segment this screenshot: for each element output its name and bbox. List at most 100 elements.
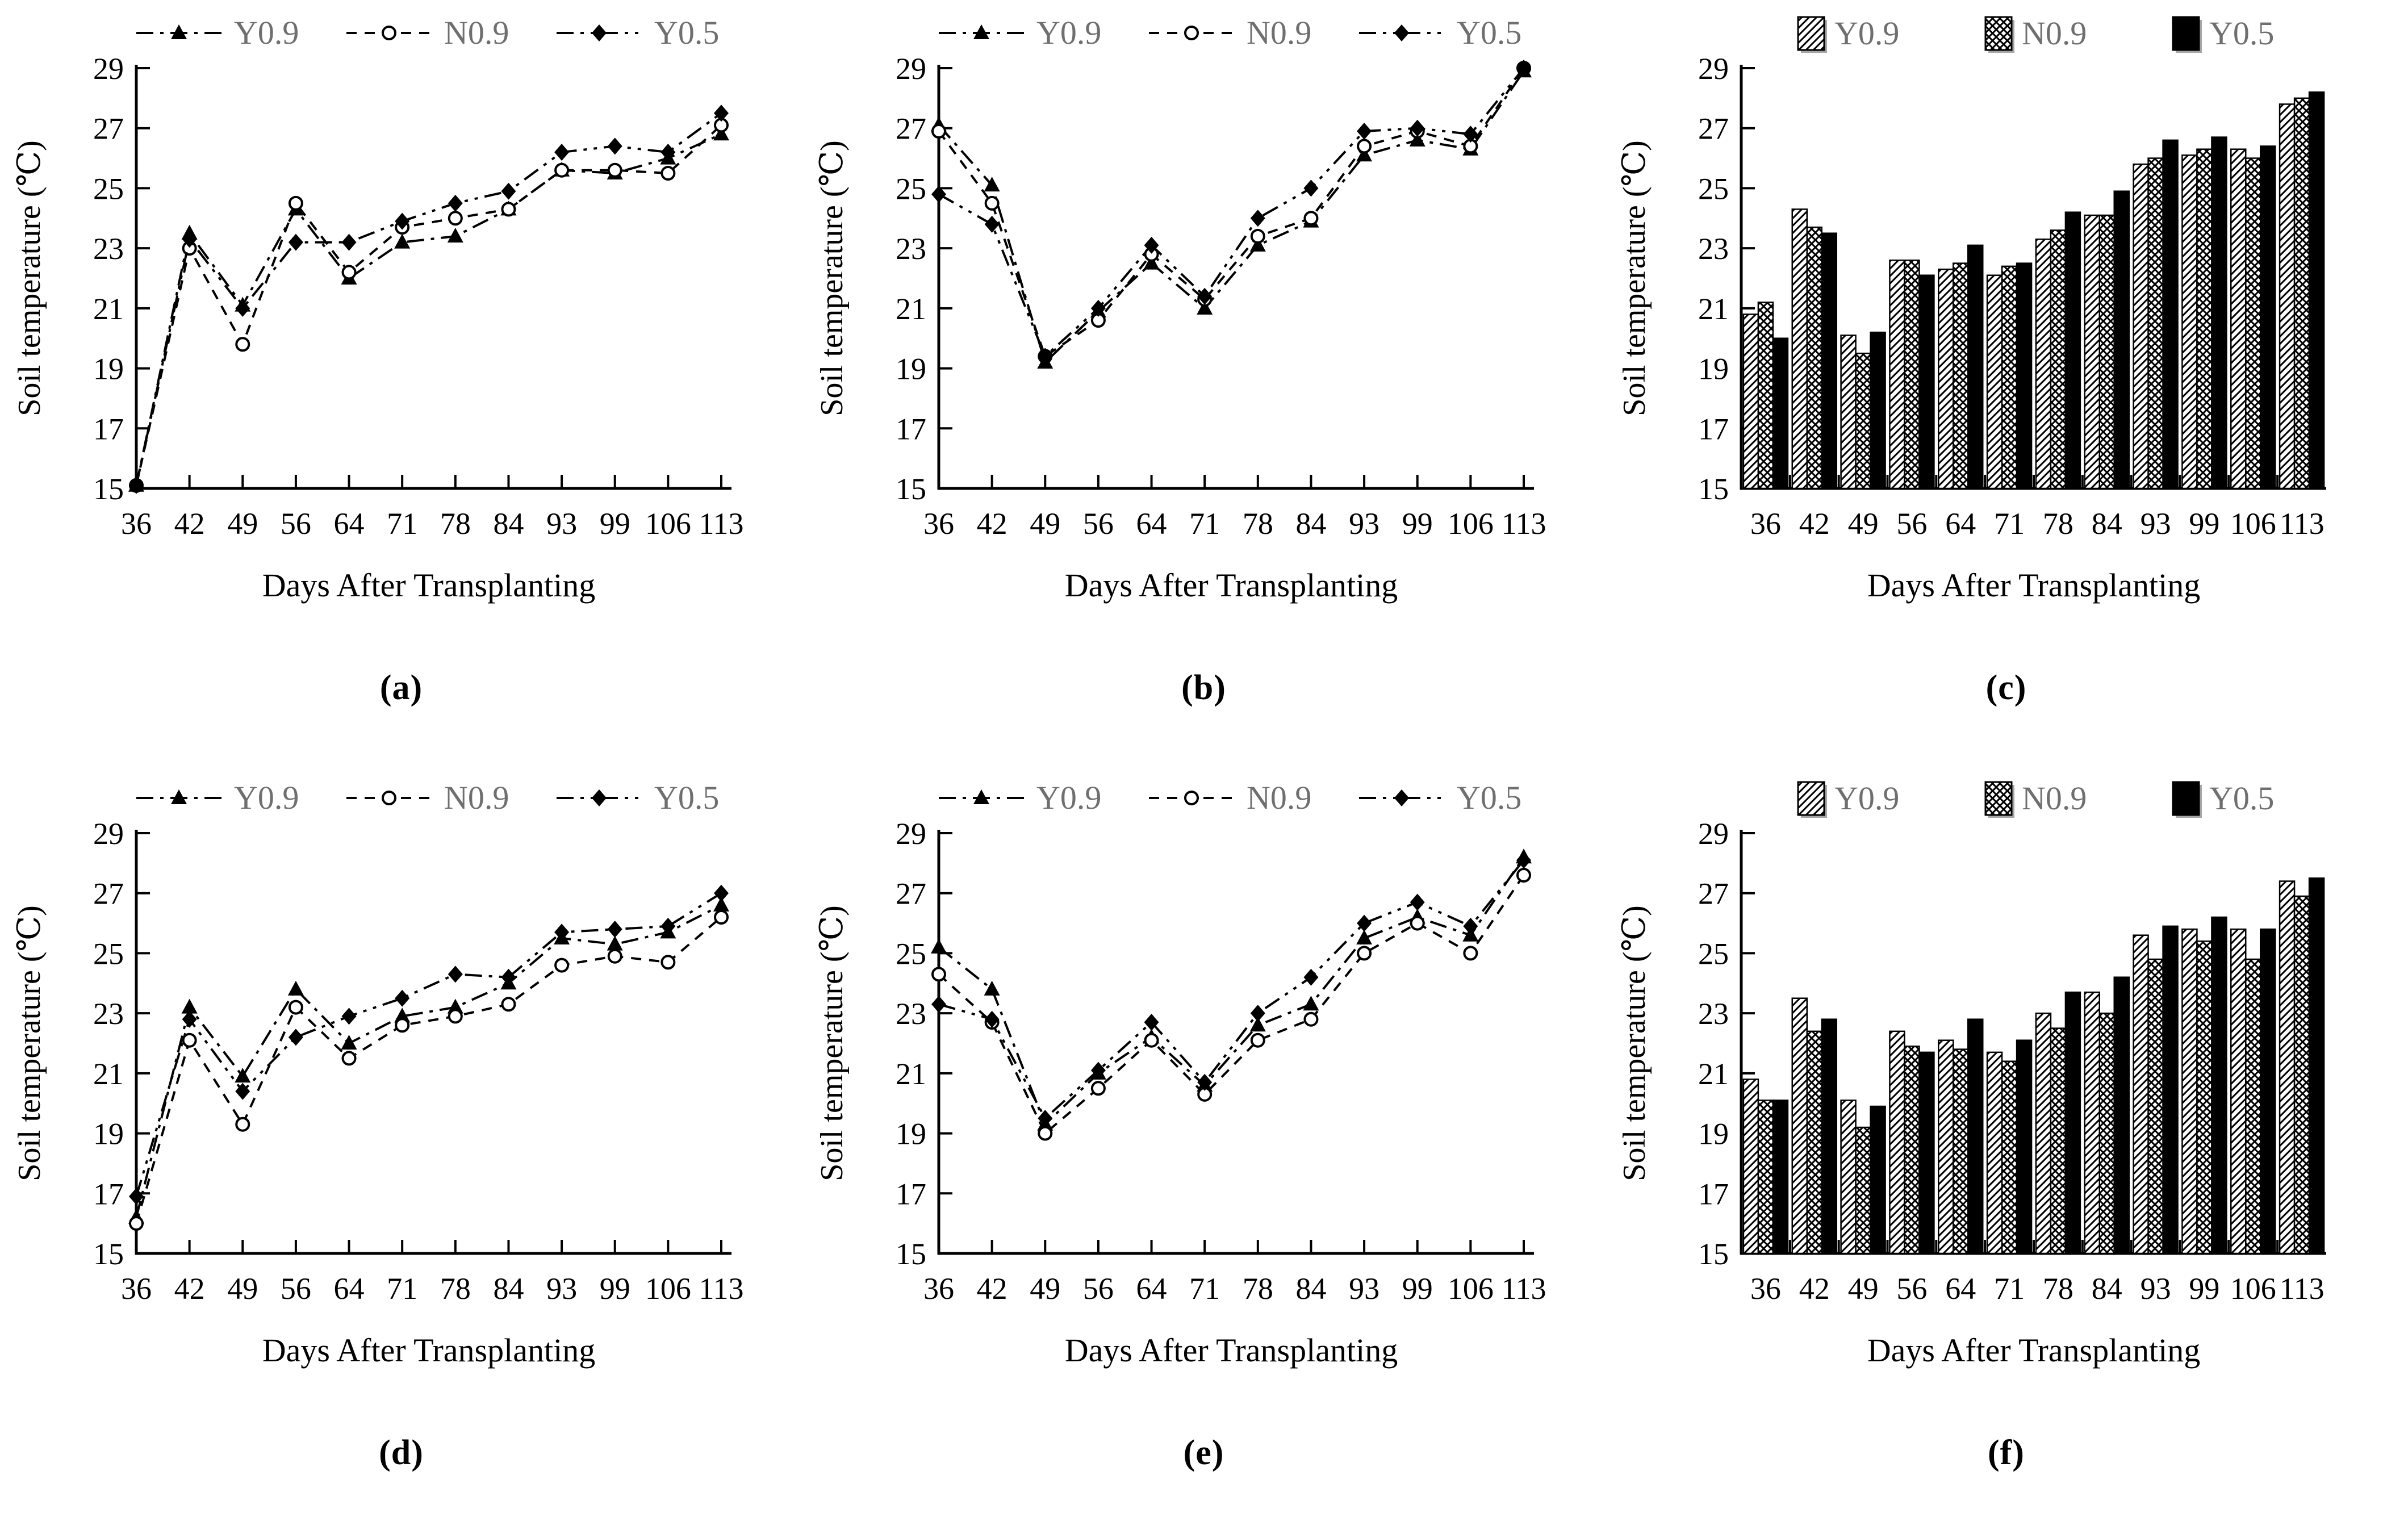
diamond-marker (714, 104, 729, 122)
triangle-marker (713, 896, 729, 912)
bar (1870, 331, 1886, 490)
x-axis-title: Days After Transplanting (1867, 1332, 2200, 1369)
legend: Y0.9 N0.9 Y0.5 (1797, 15, 2274, 53)
y-tick-label: 21 (1698, 292, 1729, 326)
y-tick-label: 19 (896, 352, 926, 386)
diamond-marker (501, 968, 516, 986)
circle-marker (182, 1032, 197, 1048)
y-tick-label: 17 (1698, 412, 1729, 446)
bar (2113, 976, 2130, 1255)
circle-marker (1463, 946, 1478, 961)
bar (1742, 313, 1759, 490)
y-tick-label: 27 (896, 112, 926, 146)
diamond-marker (501, 182, 516, 200)
x-tick-label: 42 (977, 507, 1007, 541)
y-tick-label: 25 (93, 172, 124, 206)
bar-series-Y0.5 (1772, 91, 2325, 490)
x-tick-label: 84 (1295, 1272, 1326, 1306)
legend: Y0.9 N0.9 Y0.5 (136, 14, 719, 51)
x-tick-label: 71 (387, 507, 417, 541)
y-tick-label: 23 (1698, 997, 1729, 1031)
triangle-marker (713, 126, 729, 141)
bar (2147, 157, 2164, 490)
bar-series-N0.9 (1757, 895, 2310, 1255)
panel-e: 15 17 19 21 23 25 27 29 Soil temperature (℃) Days… (802, 765, 1605, 1530)
circle-marker (235, 337, 250, 352)
x-tick-label: 78 (1243, 1272, 1273, 1306)
diamond-marker (554, 923, 570, 941)
legend-label: N0.9 (2022, 15, 2087, 52)
legend-swatch (1984, 781, 2013, 816)
bar (1757, 302, 1774, 490)
y-tick-label: 29 (1698, 52, 1729, 86)
x-axis-title: Days After Transplanting (262, 567, 595, 604)
bar (1967, 1018, 1984, 1255)
x-tick-label: 56 (281, 507, 311, 541)
legend-label: Y0.9 (1036, 14, 1101, 51)
x-tick-label: 78 (2043, 507, 2073, 541)
circle-marker (1250, 1032, 1265, 1048)
y-tick-label: 25 (896, 937, 926, 971)
legend-swatch (1984, 16, 2013, 51)
panel-caption-a: (a) (379, 668, 423, 707)
x-tick-label: 56 (1896, 1272, 1927, 1306)
axes: 15 17 19 21 23 25 27 29 Soil temperature (℃) Days… (1617, 52, 2326, 604)
y-tick-label: 19 (1698, 1117, 1729, 1151)
circle-marker (931, 124, 946, 139)
bar (2098, 214, 2115, 490)
x-tick-label: 99 (1402, 507, 1433, 541)
x-tick-label: 78 (440, 1272, 471, 1306)
circle-marker (382, 26, 396, 40)
bar (1870, 1105, 1886, 1255)
legend-label: Y0.9 (234, 779, 299, 816)
circle-marker (501, 997, 516, 1012)
diamond-marker (182, 231, 197, 248)
x-tick-label: 106 (1448, 507, 1494, 541)
line-series-Y0.5 (129, 884, 729, 1205)
diamond-marker (1038, 1110, 1053, 1127)
x-tick-label: 42 (174, 1272, 205, 1306)
bar (2230, 928, 2247, 1255)
x-tick-label: 99 (600, 1272, 630, 1306)
bar (2293, 895, 2310, 1255)
y-tick-label: 17 (1698, 1177, 1729, 1211)
triangle-marker (181, 998, 198, 1014)
triangle-marker (973, 24, 989, 39)
x-tick-label: 71 (1189, 1272, 1220, 1306)
bar (1904, 1046, 1920, 1255)
legend: Y0.9 N0.9 Y0.5 (136, 779, 719, 816)
diamond-marker (1090, 299, 1106, 317)
bar (2181, 928, 2198, 1255)
y-tick-label: 25 (1698, 937, 1729, 971)
x-tick-label: 42 (977, 1272, 1007, 1306)
line-series-N0.9 (931, 61, 1531, 364)
triangle-marker (1143, 254, 1160, 270)
panel-caption-c: (c) (1985, 668, 2027, 707)
bar (1821, 1018, 1837, 1255)
bar (2147, 958, 2164, 1255)
legend-label: Y0.5 (654, 779, 719, 816)
bar (2211, 916, 2227, 1255)
legend-label: Y0.5 (654, 14, 719, 51)
bar (2245, 157, 2261, 490)
soil-temperature-line-chart-a: 15 17 19 21 23 25 27 29 Soil temperature (℃) Days… (12, 14, 744, 604)
diamond-marker (1250, 210, 1265, 227)
panel-a: 15 17 19 21 23 25 27 29 Soil temperature (℃) Days… (0, 0, 802, 765)
panel-c: 15 17 19 21 23 25 27 29 Soil temperature (℃) Days… (1605, 0, 2407, 765)
x-tick-label: 36 (923, 1272, 954, 1306)
triangle-marker (1249, 1017, 1266, 1032)
x-tick-label: 84 (1295, 507, 1326, 541)
panel-caption-e: (e) (1183, 1433, 1224, 1472)
x-tick-label: 113 (699, 507, 744, 541)
x-tick-label: 106 (645, 1272, 691, 1306)
y-tick-label: 21 (896, 292, 926, 326)
diamond-marker (714, 884, 729, 902)
x-tick-label: 36 (923, 507, 954, 541)
diamond-marker (1394, 24, 1409, 41)
diamond-marker (931, 996, 946, 1013)
y-tick-label: 15 (896, 1237, 926, 1271)
diamond-marker (235, 1082, 250, 1100)
x-tick-label: 71 (387, 1272, 417, 1306)
line-series-Y0.9 (128, 126, 729, 492)
bar (1967, 244, 1984, 490)
